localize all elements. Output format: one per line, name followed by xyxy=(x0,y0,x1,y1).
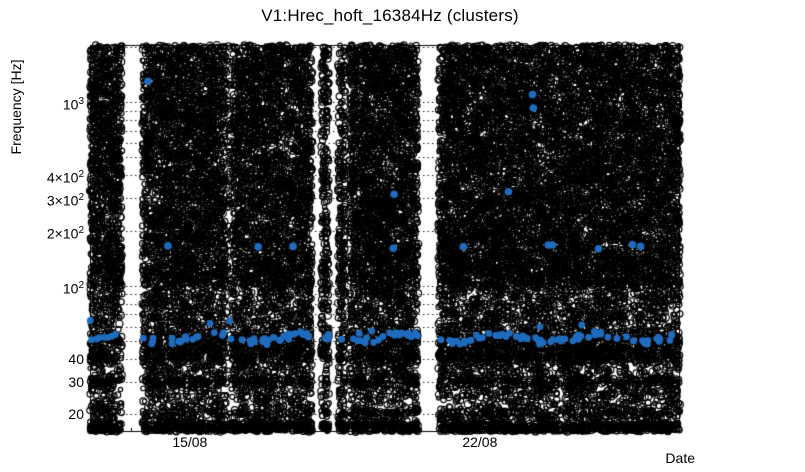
y-tick-label: 4×102 xyxy=(46,169,84,186)
y-tick-label: 30 xyxy=(68,373,84,390)
y-tick-label: 3×102 xyxy=(46,192,84,209)
y-tick-label: 102 xyxy=(62,279,84,297)
y-tick-label: 2×102 xyxy=(46,224,84,242)
y-tick-label: 40 xyxy=(68,350,84,367)
x-tick-label: 22/08 xyxy=(462,434,498,450)
x-axis-title: Date xyxy=(665,450,695,466)
y-tick-label: 20 xyxy=(68,406,84,423)
x-tick-label: 15/08 xyxy=(172,434,208,450)
y-tick-label: 103 xyxy=(62,96,84,113)
